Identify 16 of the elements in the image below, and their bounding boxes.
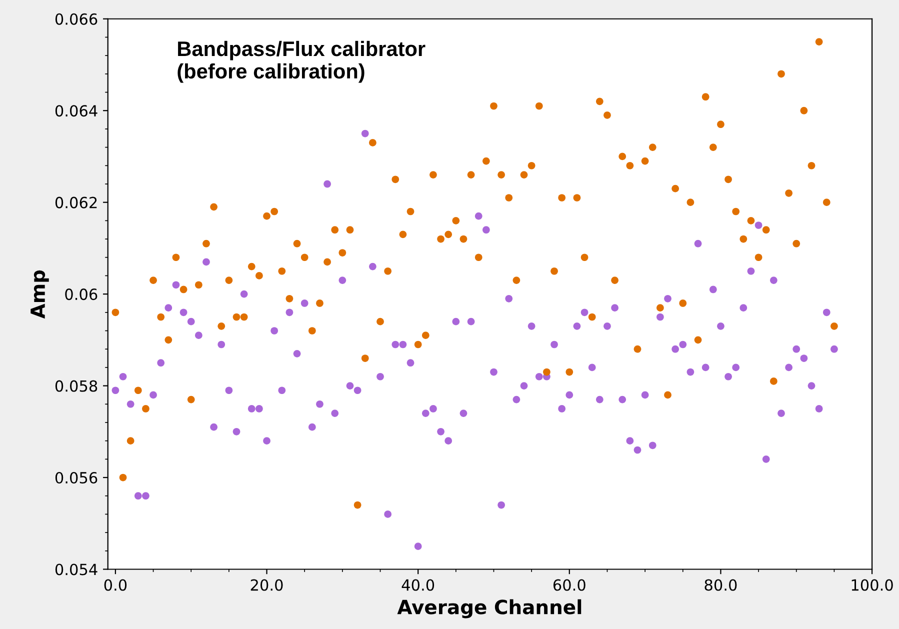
y-tick-label: 0.064	[55, 105, 98, 117]
y-axis-title: Amp	[30, 270, 49, 319]
y-tick-label: 0.058	[55, 380, 98, 392]
y-tick-label: 0.054	[55, 564, 98, 576]
y-tick-label: 0.062	[55, 196, 97, 208]
text: Bandpass/Flux calibrator (before calibration)	[178, 40, 426, 83]
x-axis-title: Average Channel	[397, 599, 582, 618]
y-tick-label: 0.066	[55, 13, 98, 25]
x-tick-label: 60.0	[553, 579, 586, 591]
x-tick-label: 100.0	[852, 579, 893, 591]
x-tick-label: 0.0	[104, 579, 127, 591]
x-tick-label: 80.0	[704, 579, 737, 591]
x-tick-label: 20.0	[250, 579, 283, 591]
x-tick-label: 40.0	[402, 579, 434, 591]
y-tick-label: 0.056	[55, 472, 98, 484]
y-tick-label: 0.06	[65, 288, 98, 300]
